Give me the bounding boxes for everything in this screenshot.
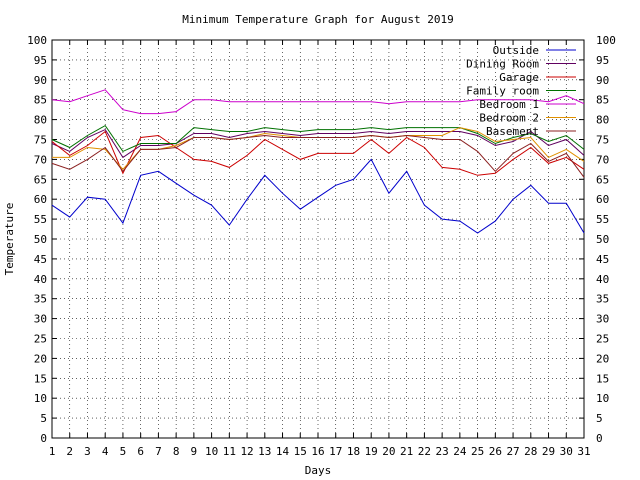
- y-tick-label-right: 30: [596, 313, 609, 326]
- x-tick-label: 11: [223, 445, 236, 458]
- y-tick-label-right: 0: [596, 432, 603, 445]
- y-tick-label-right: 75: [596, 134, 609, 147]
- x-tick-label: 19: [365, 445, 378, 458]
- x-tick-label: 5: [120, 445, 127, 458]
- x-tick-label: 20: [382, 445, 395, 458]
- legend-label-dining-room: Dining Room: [466, 58, 539, 71]
- x-tick-label: 12: [240, 445, 253, 458]
- legend-label-garage: Garage: [499, 71, 539, 84]
- x-tick-label: 21: [400, 445, 413, 458]
- y-tick-label: 60: [34, 193, 47, 206]
- y-tick-label-right: 35: [596, 293, 609, 306]
- y-tick-label: 5: [40, 412, 47, 425]
- y-tick-label-right: 10: [596, 392, 609, 405]
- y-tick-label: 75: [34, 134, 47, 147]
- y-tick-label: 85: [34, 94, 47, 107]
- y-tick-label-right: 45: [596, 253, 609, 266]
- y-tick-label-right: 40: [596, 273, 609, 286]
- series-line-garage: [51, 130, 585, 176]
- series-lines: [51, 89, 585, 234]
- y-tick-label: 30: [34, 313, 47, 326]
- series-line-family-room: [51, 124, 585, 153]
- x-tick-label: 24: [453, 445, 467, 458]
- x-tick-label: 25: [471, 445, 484, 458]
- x-tick-label: 30: [560, 445, 573, 458]
- x-tick-label: 23: [436, 445, 449, 458]
- y-tick-label: 90: [34, 74, 47, 87]
- y-tick-label-right: 100: [596, 34, 616, 47]
- x-tick-label: 28: [524, 445, 537, 458]
- y-tick-label-right: 80: [596, 114, 609, 127]
- x-axis-label: Days: [305, 464, 332, 477]
- y-tick-label-right: 95: [596, 54, 609, 67]
- x-tick-label: 31: [577, 445, 590, 458]
- legend-label-bedroom-2: Bedroom 2: [479, 112, 539, 125]
- x-tick-label: 27: [506, 445, 519, 458]
- y-tick-label-right: 60: [596, 193, 609, 206]
- y-tick-label: 80: [34, 114, 47, 127]
- y-axis-label: Temperature: [3, 203, 16, 276]
- x-tick-label: 4: [102, 445, 109, 458]
- series-line-basement: [51, 134, 585, 178]
- y-tick-label-right: 65: [596, 173, 609, 186]
- x-tick-label: 14: [276, 445, 290, 458]
- x-tick-label: 3: [84, 445, 91, 458]
- y-tick-label: 40: [34, 273, 47, 286]
- y-tick-label-right: 50: [596, 233, 609, 246]
- x-tick-label: 26: [489, 445, 502, 458]
- y-tick-label: 50: [34, 233, 47, 246]
- x-tick-label: 9: [191, 445, 198, 458]
- y-tick-label: 65: [34, 173, 47, 186]
- y-tick-label: 55: [34, 213, 47, 226]
- y-tick-label: 95: [34, 54, 47, 67]
- grid: [52, 40, 584, 438]
- x-tick-label: 7: [155, 445, 162, 458]
- legend-label-basement: Basement: [486, 125, 539, 138]
- x-tick-label: 6: [137, 445, 144, 458]
- x-tick-label: 1: [49, 445, 56, 458]
- x-tick-label: 10: [205, 445, 218, 458]
- legend-label-family-room: Family room: [466, 85, 539, 98]
- legend-label-bedroom-1: Bedroom 1: [479, 98, 539, 111]
- y-tick-label-right: 15: [596, 372, 609, 385]
- y-tick-label-right: 55: [596, 213, 609, 226]
- x-tick-label: 29: [542, 445, 555, 458]
- x-tick-label: 18: [347, 445, 360, 458]
- y-tick-label: 25: [34, 333, 47, 346]
- x-tick-label: 22: [418, 445, 431, 458]
- x-tick-label: 15: [294, 445, 307, 458]
- x-tick-label: 13: [258, 445, 271, 458]
- series-line-bedroom-1: [51, 89, 585, 115]
- y-tick-label-right: 85: [596, 94, 609, 107]
- y-tick-label: 35: [34, 293, 47, 306]
- y-tick-label: 70: [34, 153, 47, 166]
- y-tick-label: 20: [34, 352, 47, 365]
- series-line-outside: [51, 158, 585, 234]
- y-tick-label: 100: [27, 34, 47, 47]
- y-tick-label-right: 20: [596, 352, 609, 365]
- y-tick-label: 15: [34, 372, 47, 385]
- y-tick-label-right: 5: [596, 412, 603, 425]
- x-tick-label: 17: [329, 445, 342, 458]
- y-tick-label: 10: [34, 392, 47, 405]
- series-line-dining-room: [51, 128, 585, 159]
- x-tick-label: 8: [173, 445, 180, 458]
- y-tick-label-right: 25: [596, 333, 609, 346]
- legend-label-outside: Outside: [493, 44, 539, 57]
- y-tick-label: 0: [40, 432, 47, 445]
- y-tick-label: 45: [34, 253, 47, 266]
- x-tick-label: 16: [311, 445, 324, 458]
- chart-title: Minimum Temperature Graph for August 201…: [182, 13, 454, 26]
- y-tick-label-right: 90: [596, 74, 609, 87]
- y-tick-label-right: 70: [596, 153, 609, 166]
- x-tick-label: 2: [66, 445, 73, 458]
